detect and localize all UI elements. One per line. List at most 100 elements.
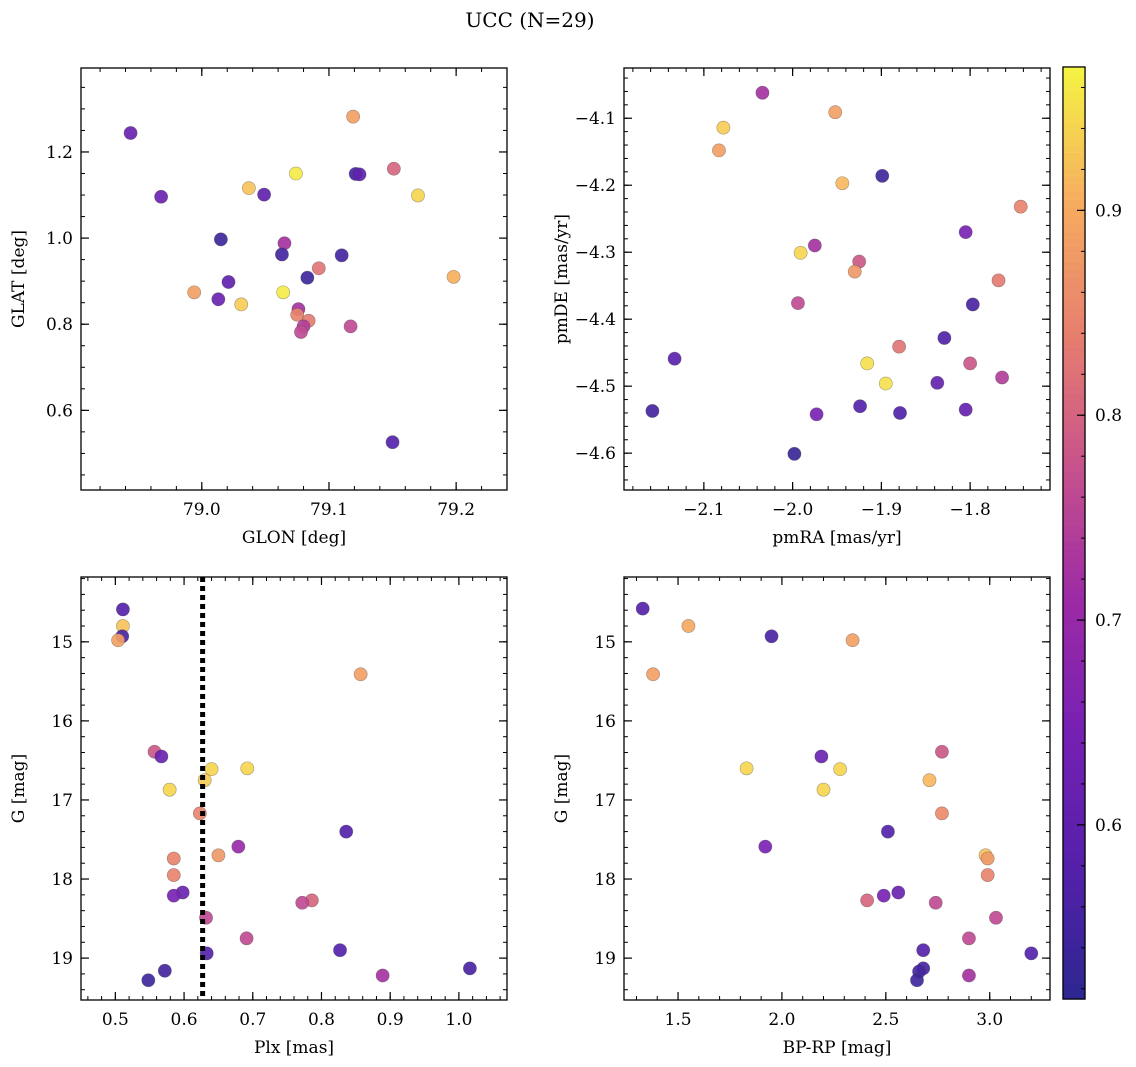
data-point [716, 120, 731, 135]
x-tick-label: 79.0 [183, 500, 221, 520]
points [123, 109, 461, 450]
data-point [833, 762, 848, 777]
colorbar-band [1063, 331, 1085, 340]
colorbar-band [1063, 245, 1085, 254]
data-point [352, 167, 367, 182]
colorbar-band [1063, 315, 1085, 324]
data-point [881, 824, 895, 839]
colorbar-band [1063, 781, 1085, 790]
colorbar-band [1063, 952, 1085, 961]
colorbar-band [1063, 944, 1085, 953]
colorbar-band [1063, 338, 1085, 348]
colorbar-band [1063, 750, 1085, 759]
data-point [891, 885, 906, 900]
colorbar-band [1063, 486, 1085, 495]
data-point [989, 910, 1003, 925]
data-point [221, 275, 236, 289]
data-point [300, 270, 315, 285]
data-point [814, 749, 829, 764]
colorbar-band [1063, 307, 1085, 317]
colorbar-band [1063, 797, 1085, 806]
colorbar-band [1063, 346, 1085, 355]
data-point [958, 402, 973, 417]
colorbar-band [1063, 828, 1085, 837]
colorbar-band [1063, 67, 1085, 76]
data-point [922, 773, 937, 788]
data-point [289, 166, 303, 181]
colorbar-band [1063, 74, 1085, 84]
colorbar-band [1063, 929, 1085, 938]
data-point [239, 931, 254, 946]
colorbar-band [1063, 649, 1085, 658]
colorbar-band [1063, 851, 1085, 860]
colorbar-band [1063, 835, 1085, 845]
colorbar-band [1063, 905, 1085, 915]
colorbar-band [1063, 742, 1085, 752]
y-tick-label: 18 [51, 870, 73, 890]
data-point [935, 806, 949, 821]
data-point [860, 356, 875, 371]
data-point [860, 893, 875, 908]
x-tick-label: 79.1 [310, 500, 348, 520]
colorbar-band [1063, 657, 1085, 666]
colorbar-band [1063, 284, 1085, 293]
y-tick-label: −4.2 [575, 176, 616, 196]
data-point [958, 225, 973, 240]
colorbar-band [1063, 354, 1085, 363]
data-point [157, 963, 172, 978]
colorbar-band [1063, 921, 1085, 930]
colorbar-band [1063, 385, 1085, 394]
colorbar-band [1063, 913, 1085, 922]
colorbar-band [1063, 509, 1085, 519]
colorbar-band [1063, 214, 1085, 223]
y-tick-label: 17 [594, 791, 616, 811]
data-point [809, 407, 824, 422]
data-point [910, 973, 924, 988]
x-tick-label: 0.9 [377, 1010, 404, 1030]
data-point [828, 105, 843, 120]
colorbar-band [1063, 859, 1085, 868]
data-point [937, 331, 952, 345]
colorbar-band [1063, 548, 1085, 557]
data-point [162, 782, 177, 797]
x-tick-label: 0.8 [308, 1010, 335, 1030]
data-point [991, 273, 1006, 288]
x-tick-label: −2.0 [772, 500, 813, 520]
x-tick-label: −1.9 [861, 500, 902, 520]
colorbar-band [1063, 253, 1085, 262]
colorbar-band [1063, 641, 1085, 651]
colorbar-band [1063, 292, 1085, 301]
data-point [275, 247, 289, 262]
colorbar-band [1063, 525, 1085, 534]
colorbar-tick-label: 0.9 [1095, 201, 1122, 221]
colorbar-band [1063, 571, 1085, 581]
data-point [290, 307, 305, 322]
colorbar-band [1063, 703, 1085, 713]
colorbar-band [1063, 416, 1085, 425]
colorbar-band [1063, 144, 1085, 154]
y-tick-label: 0.6 [46, 401, 73, 421]
data-point [311, 261, 326, 276]
colorbar-band [1063, 680, 1085, 689]
axes-frame [623, 67, 1051, 491]
data-point [667, 351, 682, 366]
colorbar-band [1063, 268, 1085, 278]
x-axis-label: Plx [mas] [254, 1038, 334, 1058]
data-point [276, 285, 291, 300]
colorbar-band [1063, 890, 1085, 899]
data-point [807, 238, 822, 253]
y-axis-label: G [mag] [9, 754, 29, 823]
data-point [1013, 199, 1028, 214]
colorbar-band [1063, 866, 1085, 876]
panel-bprp-g: 1.5 2.0 2.5 3.0 15 16 17 18 19 BP-RP [mag] G [mag] [552, 576, 1051, 1058]
data-point [980, 851, 995, 866]
y-tick-label: 15 [594, 633, 616, 653]
x-tick-label: 1.0 [445, 1010, 472, 1030]
data-point [353, 667, 368, 682]
colorbar-band [1063, 975, 1085, 985]
colorbar-band [1063, 564, 1085, 573]
y-tick-label: −4.3 [575, 243, 616, 263]
ticks [81, 68, 508, 490]
colorbar-band [1063, 936, 1085, 946]
data-point [343, 319, 358, 334]
